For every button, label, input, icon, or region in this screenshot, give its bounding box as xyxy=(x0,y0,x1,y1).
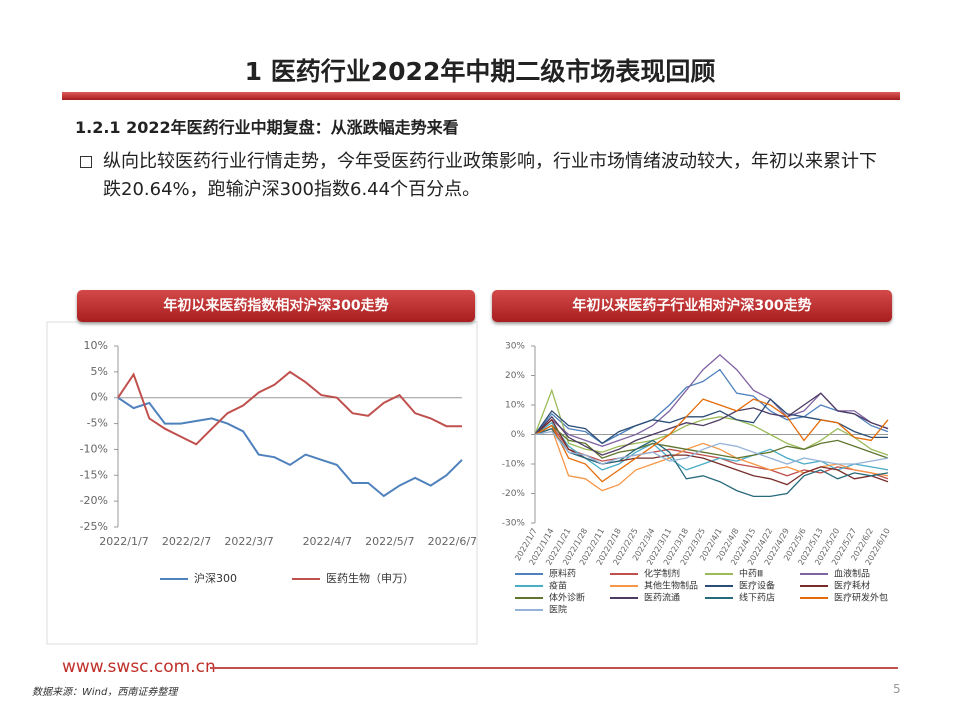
series-line xyxy=(534,427,889,498)
footer-line xyxy=(210,667,898,669)
legend-label: 沪深300 xyxy=(194,571,237,585)
legend-label: 疫苗 xyxy=(549,580,567,592)
x-tick-label: 2022/5/7 xyxy=(365,535,414,548)
y-tick-label: -5% xyxy=(87,417,108,430)
slide-title: 1 医药行业2022年中期二级市场表现回顾 xyxy=(244,57,716,86)
bullet-icon xyxy=(80,156,92,168)
legend-label: 中药Ⅲ xyxy=(739,568,763,580)
y-tick-label: 20% xyxy=(505,371,525,381)
series-line xyxy=(534,398,889,483)
legend-label: 其他生物制品 xyxy=(644,580,698,592)
legend-label: 血液制品 xyxy=(834,568,870,580)
x-tick-label: 2022/1/7 xyxy=(99,535,148,548)
series-line xyxy=(117,396,463,498)
legend-label: 医疗耗材 xyxy=(834,580,870,592)
series-line xyxy=(117,370,462,446)
series-line xyxy=(534,418,889,486)
y-tick-label: 10% xyxy=(84,339,108,352)
page-number: 5 xyxy=(893,682,901,696)
y-tick-label: -10% xyxy=(502,460,526,470)
y-tick-label: 5% xyxy=(91,365,108,378)
chart-frame xyxy=(46,321,478,645)
website: www.swsc.com.cn xyxy=(62,657,216,677)
y-tick-label: -20% xyxy=(502,489,526,499)
series-line xyxy=(534,392,889,456)
x-tick-label: 2022/3/7 xyxy=(224,535,273,548)
y-tick-label: 0% xyxy=(511,430,526,440)
title-bar xyxy=(62,92,900,100)
legend-label: 体外诊断 xyxy=(549,592,585,604)
chart-header: 年初以来医药指数相对沪深300走势 xyxy=(77,290,475,322)
y-tick-label: 10% xyxy=(505,401,525,411)
legend-label: 线下药店 xyxy=(739,592,775,604)
y-tick-label: 0% xyxy=(91,391,108,404)
source: 数据来源：Wind，西南证券整理 xyxy=(32,687,178,698)
legend-label: 医疗设备 xyxy=(739,580,775,592)
section-title: 1.2.1 2022年医药行业中期复盘：从涨跌幅走势来看 xyxy=(75,118,459,137)
bullet-text: 纵向比较医药行业行情走势，今年受医药行业政策影响，行业市场情绪波动较大，年初以来… xyxy=(103,151,877,200)
y-tick-label: 30% xyxy=(505,342,525,352)
legend-label: 原料药 xyxy=(549,568,576,580)
x-tick-label: 2022/4/7 xyxy=(303,535,352,548)
y-tick-label: -10% xyxy=(80,442,108,455)
y-tick-label: -30% xyxy=(502,519,526,529)
y-tick-label: -25% xyxy=(80,520,108,533)
series-line xyxy=(534,368,889,445)
legend-label: 医药生物（申万） xyxy=(326,571,414,585)
legend-label: 医药流通 xyxy=(644,592,680,604)
series-line xyxy=(534,354,889,447)
chart-header: 年初以来医药子行业相对沪深300走势 xyxy=(492,290,892,322)
y-tick-label: -20% xyxy=(80,494,108,507)
legend-label: 医疗研发外包 xyxy=(834,592,888,604)
x-tick-label: 2022/2/7 xyxy=(162,535,211,548)
x-tick-label: 2022/6/7 xyxy=(428,535,477,548)
y-tick-label: -15% xyxy=(80,468,108,481)
legend-label: 医院 xyxy=(549,604,567,616)
series-line xyxy=(534,430,889,465)
series-line xyxy=(534,398,888,445)
series-line xyxy=(534,424,889,480)
legend-label: 化学制剂 xyxy=(644,568,680,580)
